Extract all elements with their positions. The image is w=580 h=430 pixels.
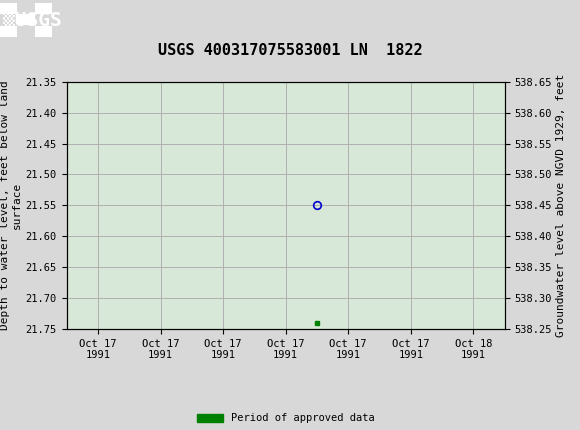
- Y-axis label: Depth to water level, feet below land
surface: Depth to water level, feet below land su…: [0, 80, 21, 330]
- Y-axis label: Groundwater level above NGVD 1929, feet: Groundwater level above NGVD 1929, feet: [556, 74, 566, 337]
- Text: ▒USGS: ▒USGS: [3, 9, 61, 30]
- Bar: [17, 14, 35, 25]
- Bar: [0, 3, 17, 14]
- Bar: [0, 26, 17, 37]
- Legend: Period of approved data: Period of approved data: [193, 409, 379, 427]
- Text: USGS 400317075583001 LN  1822: USGS 400317075583001 LN 1822: [158, 43, 422, 58]
- Bar: [35, 26, 52, 37]
- Bar: [35, 3, 52, 14]
